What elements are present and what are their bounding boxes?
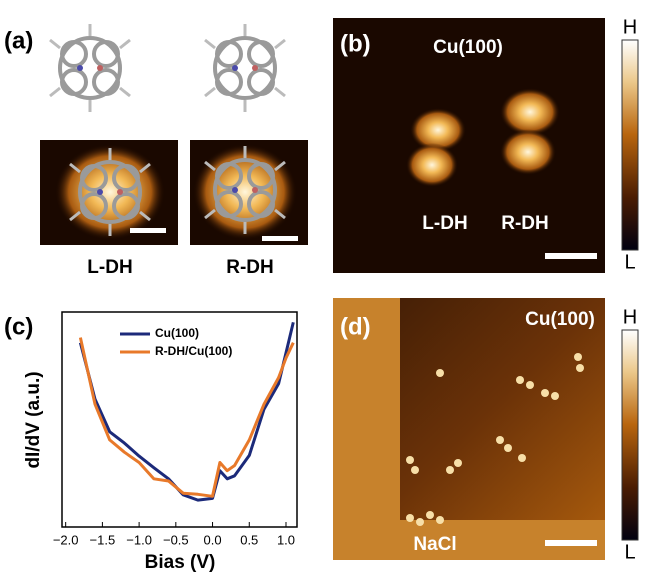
colorbar bbox=[622, 330, 638, 540]
scale-bar bbox=[130, 228, 166, 233]
substrate-label: Cu(100) bbox=[525, 309, 595, 330]
x-tick-label: −0.5 bbox=[163, 532, 189, 547]
panel-label: (b) bbox=[340, 30, 371, 57]
x-tick-label: 0.0 bbox=[204, 532, 222, 547]
colorbar bbox=[622, 40, 638, 250]
colorbar-high: H bbox=[623, 306, 637, 328]
x-tick-label: −1.5 bbox=[90, 532, 116, 547]
region-label: NaCl bbox=[413, 534, 456, 555]
scale-bar bbox=[545, 540, 597, 546]
colorbar-low: L bbox=[624, 541, 635, 563]
stm-blob bbox=[500, 88, 560, 136]
x-tick-label: −2.0 bbox=[53, 532, 79, 547]
panel-label: (a) bbox=[4, 27, 33, 54]
substrate-label: Cu(100) bbox=[433, 37, 503, 58]
caption: L-DH bbox=[422, 213, 467, 234]
colorbar-high: H bbox=[623, 16, 637, 38]
caption: R-DH bbox=[226, 257, 274, 278]
caption: R-DH bbox=[501, 213, 549, 234]
legend-label: R-DH/Cu(100) bbox=[155, 344, 232, 358]
x-tick-label: −1.0 bbox=[126, 532, 152, 547]
molecule-model bbox=[205, 24, 285, 112]
figure: (a) L-DH R-DH (b) Cu(100) L-DH R-DH H L … bbox=[0, 0, 648, 572]
scale-bar bbox=[545, 253, 597, 259]
y-axis-label: dI/dV (a.u.) bbox=[23, 371, 44, 468]
stm-blob bbox=[500, 129, 556, 175]
colorbar-low: L bbox=[624, 251, 635, 273]
x-tick-label: 0.5 bbox=[240, 532, 258, 547]
scale-bar bbox=[262, 236, 298, 241]
stm-blob bbox=[406, 143, 458, 187]
molecule-model bbox=[50, 24, 130, 112]
caption: L-DH bbox=[87, 257, 132, 278]
x-tick-label: 1.0 bbox=[277, 532, 295, 547]
panel-label: (d) bbox=[340, 313, 371, 340]
panel-label: (c) bbox=[4, 313, 33, 340]
legend-label: Cu(100) bbox=[155, 326, 199, 340]
x-axis-label: Bias (V) bbox=[145, 552, 216, 572]
